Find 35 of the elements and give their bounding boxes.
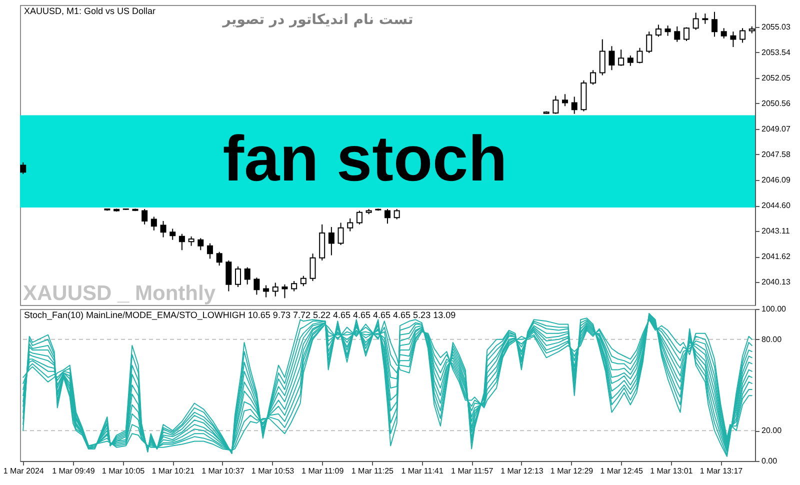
y-tick-label: 80.00 <box>762 334 782 344</box>
y-tick-label: 2041.62 <box>762 252 791 262</box>
annotation: تست نام اندیکاتور در تصویر <box>222 12 414 28</box>
x-tick-label: 1 Mar 10:53 <box>251 466 295 476</box>
y-tick-label: 2052.05 <box>762 73 791 82</box>
y-tick-label: 2049.07 <box>762 124 791 134</box>
chart-title: XAUUSD, M1: Gold vs US Dollar <box>24 6 156 16</box>
band-label: fan stoch <box>222 122 508 194</box>
x-tick-label: 1 Mar 13:01 <box>650 466 694 476</box>
y-tick-label: 2044.60 <box>762 201 791 210</box>
x-tick-label: 1 Mar 12:29 <box>550 466 594 476</box>
y-tick-label: 2040.13 <box>762 278 791 287</box>
x-tick-label: 1 Mar 09:49 <box>52 466 96 476</box>
y-tick-label: 100.00 <box>762 304 787 314</box>
x-tick-label: 1 Mar 11:25 <box>351 466 394 476</box>
y-tick-label: 2047.58 <box>762 150 791 159</box>
x-tick-label: 1 Mar 11:09 <box>302 466 344 476</box>
y-tick-label: 2050.56 <box>762 98 791 108</box>
x-tick-label: 1 Mar 12:45 <box>600 466 644 476</box>
x-tick-label: 1 Mar 11:57 <box>451 466 494 476</box>
x-tick-label: 1 Mar 10:37 <box>202 466 245 476</box>
x-tick-label: 1 Mar 12:13 <box>500 466 544 476</box>
x-tick-label: 1 Mar 2024 <box>3 466 44 476</box>
chart-title: Stoch_Fan(10) MainLine/MODE_EMA/STO_LOWHIGH 10.65 9.73 7.72 5.22 4.65 4.65 4.65 4.65 5.23 13.09 <box>24 310 456 320</box>
annotation: XAUUSD _ Monthly <box>23 282 216 305</box>
y-tick-label: 2053.54 <box>762 48 791 57</box>
y-tick-label: 0.00 <box>762 456 778 466</box>
x-tick-label: 1 Mar 10:21 <box>152 466 195 476</box>
y-tick-label: 2046.09 <box>762 176 791 185</box>
y-tick-label: 20.00 <box>762 426 782 436</box>
x-tick-label: 1 Mar 10:05 <box>102 466 146 476</box>
x-tick-label: 1 Mar 11:41 <box>401 466 444 476</box>
y-tick-label: 2055.03 <box>762 22 791 32</box>
y-tick-label: 2043.11 <box>762 226 790 236</box>
x-tick-label: 1 Mar 13:17 <box>700 466 744 476</box>
